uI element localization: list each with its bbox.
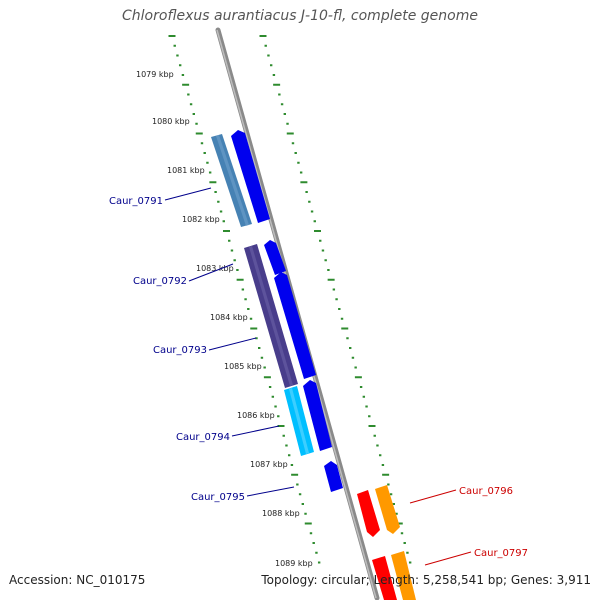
kbp-label: 1089 kbp	[275, 559, 313, 568]
kbp-label: 1083 kbp	[196, 264, 234, 273]
kbp-label: 1081 kbp	[167, 166, 205, 175]
accession-text: Accession: NC_010175	[9, 573, 146, 587]
gene-label-leader	[208, 337, 257, 351]
cog-bar-caur-0792-0793-shade	[249, 246, 293, 386]
gene-arrow-caur-0792	[264, 240, 286, 275]
kbp-label: 1085 kbp	[224, 362, 262, 371]
genome-title: Chloroflexus aurantiacus J-10-fl, comple…	[122, 8, 478, 24]
kbp-scale-labels: 1079 kbp 1080 kbp 1081 kbp 1082 kbp 1083 kbp…	[136, 70, 313, 568]
gene-label-leader	[231, 425, 280, 437]
genome-summary-text: Topology: circular; Length: 5,258,541 bp…	[261, 573, 591, 587]
gene-label-leader	[188, 263, 234, 282]
cog-bar-caur-0794-shade	[289, 388, 309, 454]
gene-label-leader	[409, 489, 457, 504]
gene-arrow-caur-0793	[274, 272, 316, 379]
gene-arrow-caur-0797-orange	[391, 551, 416, 600]
gene-labels: Caur_0791 Caur_0792 Caur_0793 Caur_0794 Caur…	[109, 187, 528, 566]
gene-label-leader	[164, 187, 212, 201]
right-scale-ticks	[259, 35, 412, 564]
gene-label[interactable]: Caur_0794	[176, 432, 230, 443]
gene-arrow-caur-0794	[303, 380, 332, 451]
gene-label[interactable]: Caur_0793	[153, 345, 207, 356]
kbp-label: 1082 kbp	[182, 215, 220, 224]
kbp-label: 1088 kbp	[262, 509, 300, 518]
gene-arrow-caur-0795	[324, 461, 343, 492]
gene-arrow-caur-0797-red	[372, 556, 397, 600]
kbp-label: 1080 kbp	[152, 117, 190, 126]
gene-label[interactable]: Caur_0796	[459, 486, 513, 497]
gene-arrow-caur-0791	[231, 130, 270, 223]
gene-label[interactable]: Caur_0792	[133, 276, 187, 287]
kbp-label: 1087 kbp	[250, 460, 288, 469]
gene-label[interactable]: Caur_0795	[191, 492, 245, 503]
gene-label[interactable]: Caur_0797	[474, 548, 528, 559]
left-scale-ticks	[168, 35, 321, 564]
gene-arrow-caur-0796-red	[357, 490, 380, 537]
gene-label[interactable]: Caur_0791	[109, 196, 163, 207]
kbp-label: 1079 kbp	[136, 70, 174, 79]
cog-bar-caur-0791-shade	[216, 135, 249, 226]
kbp-label: 1084 kbp	[210, 313, 248, 322]
kbp-label: 1086 kbp	[237, 411, 275, 420]
gene-label-leader	[246, 486, 295, 497]
gene-arrow-caur-0796-orange	[375, 485, 400, 534]
gene-label-leader	[424, 551, 472, 566]
